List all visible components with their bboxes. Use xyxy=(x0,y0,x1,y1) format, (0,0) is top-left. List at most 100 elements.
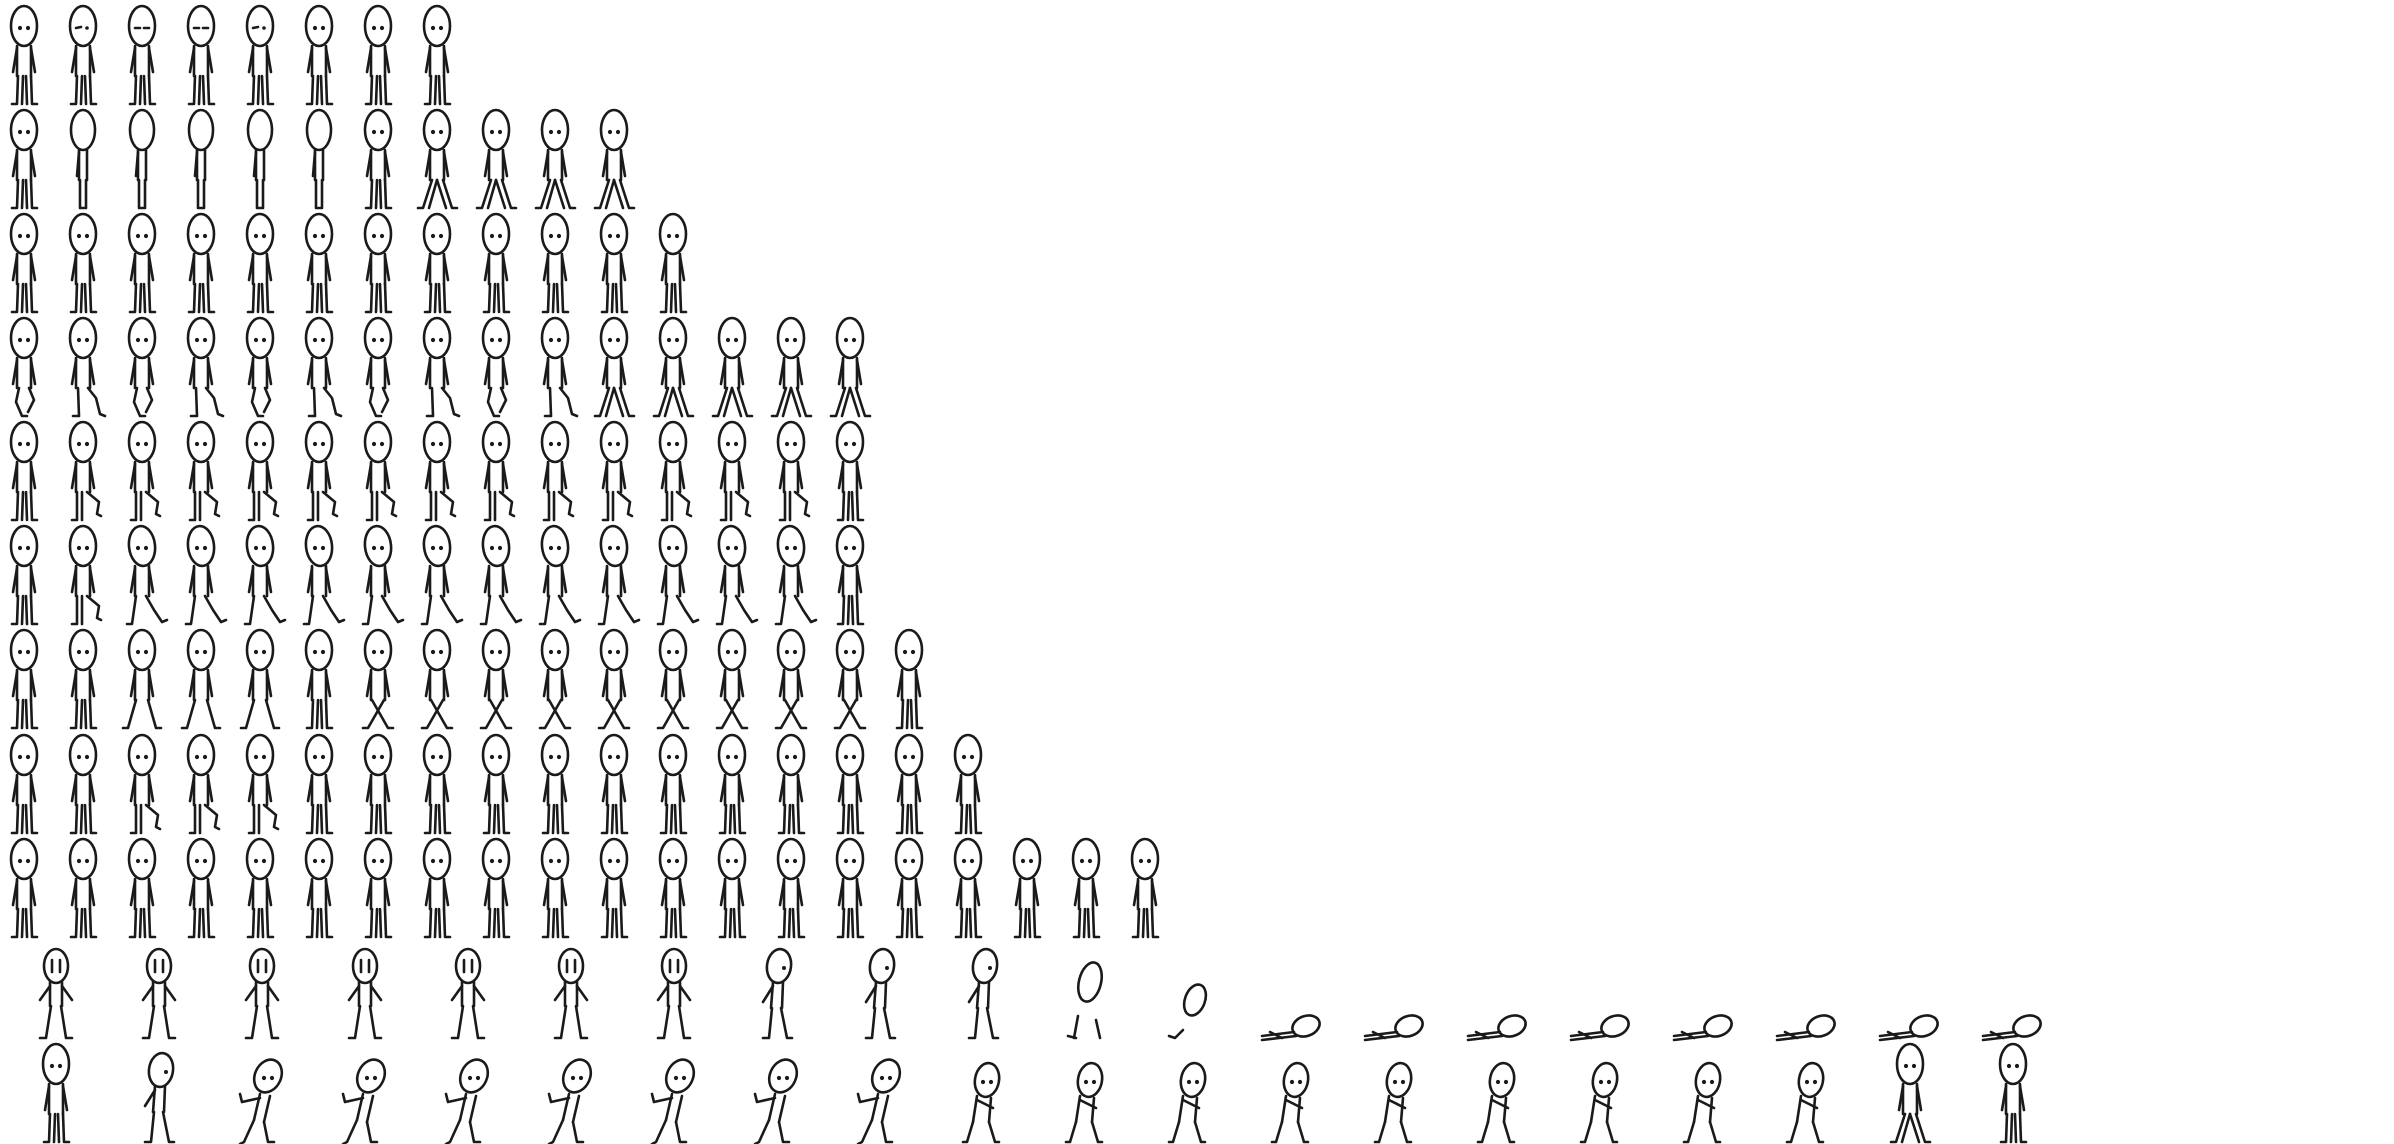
sprite-head xyxy=(1291,1014,1321,1038)
sprite-head xyxy=(186,733,216,777)
sprite-head xyxy=(246,108,274,152)
sprite-frame xyxy=(1569,1014,1630,1042)
sprite-row-stumble-recover xyxy=(41,1042,2028,1144)
sprite-frame xyxy=(9,628,39,730)
sprite-frame xyxy=(245,733,280,835)
sprite-head xyxy=(1703,1014,1733,1038)
sprite-head xyxy=(186,420,216,464)
sprite-frame xyxy=(1998,1042,2028,1144)
sprite-row-turn xyxy=(9,108,636,210)
sprite-frame xyxy=(363,837,393,939)
sprite-frame xyxy=(1981,1014,2042,1042)
sprite-frame xyxy=(1878,1014,1939,1042)
sprite-frame xyxy=(422,420,457,522)
sprite-frame xyxy=(835,733,865,835)
sprite-frame xyxy=(9,837,39,939)
sprite-frame xyxy=(304,212,334,314)
sprite-frame xyxy=(479,628,513,730)
sprite-frame xyxy=(9,524,39,626)
sprite-frame xyxy=(475,108,518,210)
sprite-frame xyxy=(1579,1061,1619,1144)
sprite-frame xyxy=(1889,1042,1932,1144)
sprite-frame xyxy=(304,837,334,939)
sprite-frame xyxy=(9,212,39,314)
sprite-frame xyxy=(128,108,156,210)
sprite-head xyxy=(68,628,98,672)
sprite-frame xyxy=(540,212,570,314)
sprite-head xyxy=(660,947,688,985)
sprite-head xyxy=(9,212,39,256)
sprite-frame xyxy=(41,1042,71,1144)
sprite-head xyxy=(68,4,98,48)
sprite-head xyxy=(953,837,983,881)
sprite-row-cross-step xyxy=(9,628,924,730)
sprite-frame xyxy=(141,947,177,1040)
sprite-frame xyxy=(1476,1061,1516,1144)
sprite-frame xyxy=(593,316,636,418)
sprite-frame xyxy=(68,420,103,522)
sprite-frame xyxy=(1672,1014,1733,1042)
sprite-frame xyxy=(38,947,74,1040)
sprite-head xyxy=(422,316,452,360)
sprite-frame xyxy=(127,4,157,106)
sprite-head xyxy=(835,420,865,464)
sprite-head xyxy=(363,212,393,256)
sprite-head xyxy=(1694,1061,1722,1099)
sprite-head xyxy=(363,733,393,777)
sprite-head xyxy=(458,1058,490,1094)
sprite-frame xyxy=(363,4,393,106)
sprite-head xyxy=(767,1058,799,1094)
sprite-head xyxy=(363,420,393,464)
sprite-head xyxy=(1076,1061,1104,1099)
sprite-frame xyxy=(776,733,806,835)
sprite-frame xyxy=(238,1058,284,1144)
sprite-frame xyxy=(9,733,39,835)
sprite-head xyxy=(717,524,747,568)
sprite-frame xyxy=(1167,1061,1207,1144)
sprite-head xyxy=(363,108,393,152)
sprite-frame xyxy=(180,628,222,730)
sprite-frame xyxy=(127,212,157,314)
sprite-frame xyxy=(121,628,163,730)
sprite-frame xyxy=(1785,1061,1825,1144)
sprite-row-idle-blink xyxy=(9,4,452,106)
sprite-frame xyxy=(186,837,216,939)
sprite-head xyxy=(9,4,39,48)
sprite-frame xyxy=(363,108,393,210)
sprite-frame xyxy=(186,316,225,418)
sprite-head xyxy=(717,420,747,464)
sprite-head xyxy=(1591,1061,1619,1099)
sprite-head xyxy=(9,628,39,672)
sprite-frame xyxy=(422,316,461,418)
sprite-head xyxy=(1797,1061,1825,1099)
sprite-head xyxy=(304,733,334,777)
sprite-frame xyxy=(540,316,579,418)
sprite-head xyxy=(248,947,276,985)
sprite-head xyxy=(971,947,999,985)
sprite-row-idle xyxy=(9,212,688,314)
sprite-head xyxy=(68,733,98,777)
sprite-head xyxy=(776,524,806,568)
sprite-frame xyxy=(770,316,813,418)
sprite-frame xyxy=(363,420,398,522)
sprite-frame xyxy=(186,4,216,106)
sprite-frame xyxy=(186,733,221,835)
sprite-head xyxy=(9,837,39,881)
sprite-frame xyxy=(127,837,157,939)
sprite-frame xyxy=(650,1058,696,1144)
sprite-head xyxy=(351,947,379,985)
sprite-head xyxy=(894,628,924,672)
sprite-head xyxy=(599,733,629,777)
sprite-head xyxy=(658,212,688,256)
sprite-head xyxy=(894,733,924,777)
sprite-head xyxy=(186,316,216,360)
sprite-head xyxy=(9,316,39,360)
sprite-head xyxy=(363,4,393,48)
sprite-frame xyxy=(444,1058,490,1144)
sprite-frame xyxy=(481,733,511,835)
sprite-frame xyxy=(69,108,97,210)
sprite-head xyxy=(599,316,629,360)
sprite-frame xyxy=(753,1058,799,1144)
sprite-head xyxy=(1076,961,1104,1003)
